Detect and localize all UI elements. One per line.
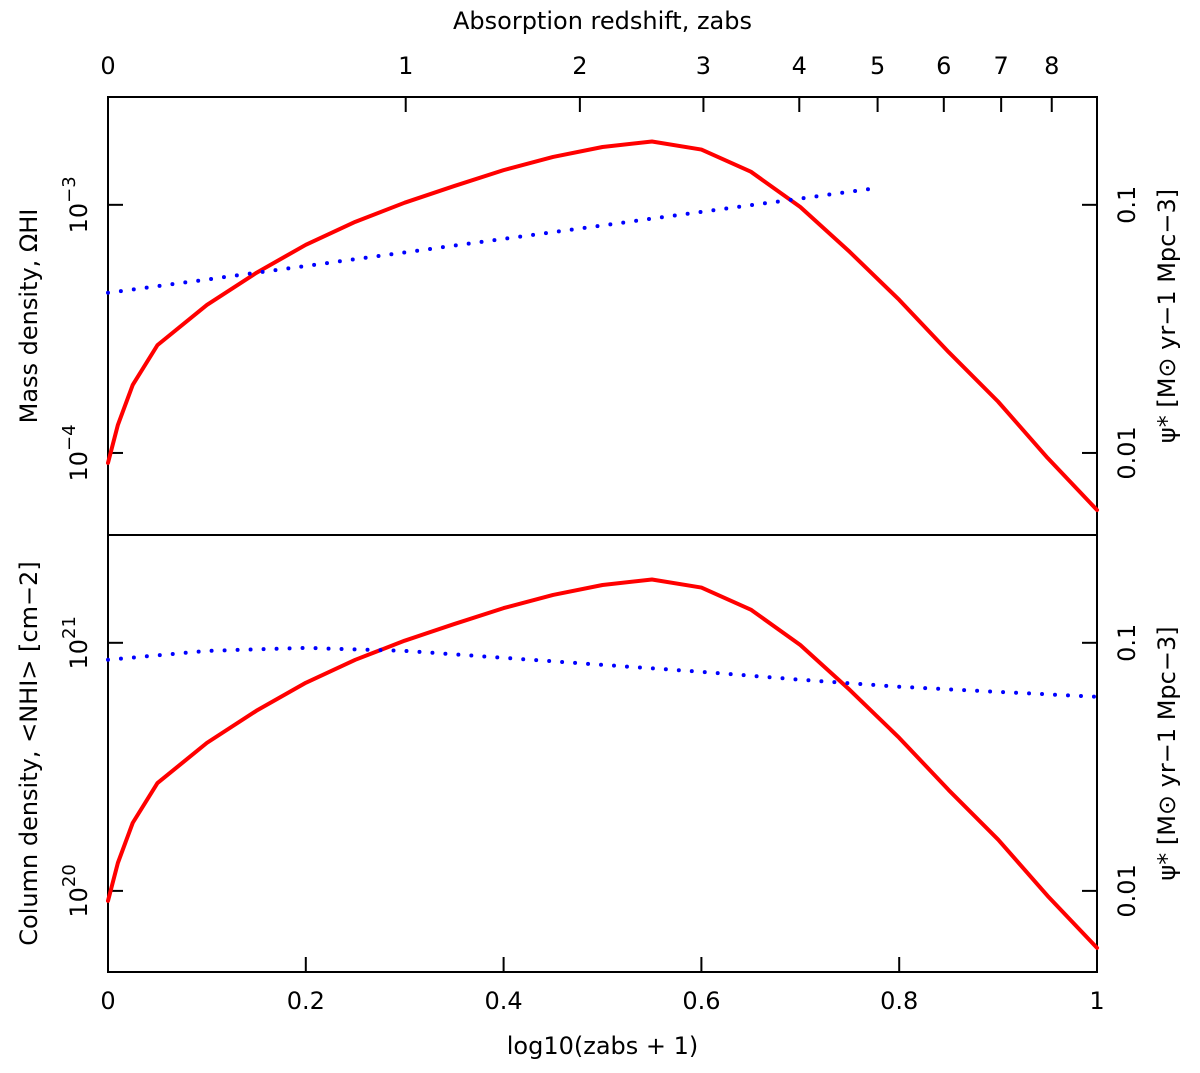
- x-tick-label: 0: [100, 987, 115, 1015]
- x2-tick-label: 3: [696, 52, 711, 80]
- x2-tick-label: 2: [572, 52, 587, 80]
- dotted-line: [106, 645, 1099, 699]
- y-tick-label: 1021: [59, 616, 93, 669]
- x2-tick-label: 8: [1044, 52, 1059, 80]
- x2-tick-label: 1: [398, 52, 413, 80]
- y2-tick-label: 0.01: [1113, 426, 1141, 479]
- x2-tick-label: 4: [792, 52, 807, 80]
- y2-tick-label: 0.1: [1113, 186, 1141, 224]
- top-axis-label: Absorption redshift, zabs: [453, 7, 752, 35]
- x2-tick-label: 6: [936, 52, 951, 80]
- y2-axis-label: ψ* [M⊙ yr−1 Mpc−3]: [1153, 189, 1181, 443]
- y-tick-label: 1020: [59, 864, 93, 917]
- dotted-line: [106, 185, 880, 295]
- solid-line: [106, 577, 1099, 950]
- plot-frame: [107, 534, 1098, 973]
- x2-tick-label: 7: [994, 52, 1009, 80]
- y2-tick-label: 0.01: [1113, 864, 1141, 917]
- y-axis-label: Column density, <NHI> [cm−2]: [15, 561, 43, 945]
- y2-tick-label: 0.1: [1113, 624, 1141, 662]
- solid-line: [106, 139, 1099, 512]
- y2-axis-label: ψ* [M⊙ yr−1 Mpc−3]: [1153, 626, 1181, 880]
- x2-tick-label: 5: [870, 52, 885, 80]
- plot-frame: [107, 96, 1098, 536]
- x-tick-label: 1: [1089, 987, 1104, 1015]
- x2-tick-label: 0: [100, 52, 115, 80]
- y-tick-label: 10−4: [59, 424, 93, 481]
- y-tick-label: 10−3: [59, 176, 93, 233]
- x-tick-label: 0.2: [287, 987, 325, 1015]
- y-axis-label: Mass density, ΩHI: [15, 209, 43, 424]
- x-tick-label: 0.8: [880, 987, 918, 1015]
- x-tick-label: 0.4: [485, 987, 523, 1015]
- x-tick-label: 0.6: [682, 987, 720, 1015]
- x-axis-label: log10(zabs + 1): [507, 1032, 699, 1060]
